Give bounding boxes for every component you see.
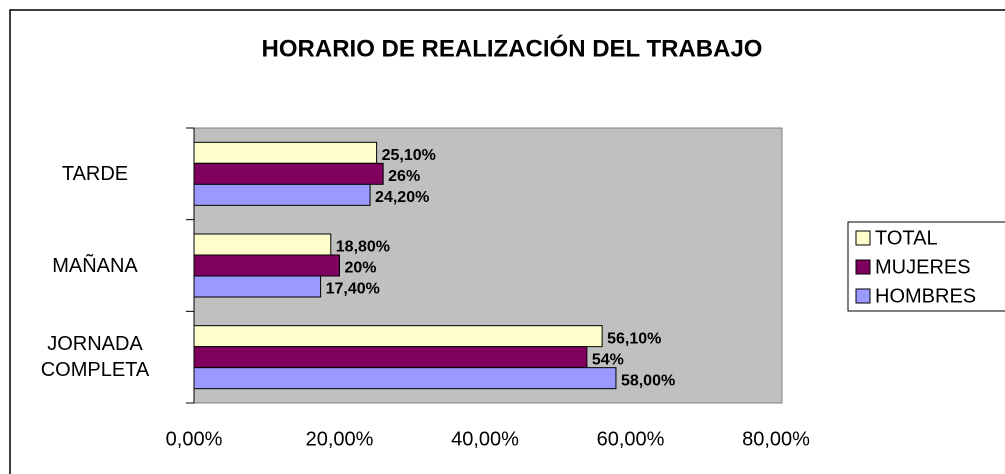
bar xyxy=(193,346,588,369)
data-label: 25,10% xyxy=(382,147,436,164)
data-label: 24,20% xyxy=(375,189,429,206)
data-label: 18,80% xyxy=(336,239,390,256)
x-tick-label: 60,00% xyxy=(597,428,665,450)
bar xyxy=(193,141,378,164)
x-tick-label: 20,00% xyxy=(306,428,374,450)
data-label: 20% xyxy=(345,260,377,277)
chart-title: HORARIO DE REALIZACIÓN DEL TRABAJO xyxy=(262,34,763,62)
bar xyxy=(193,162,384,185)
legend-label: MUJERES xyxy=(875,256,971,278)
legend-label: HOMBRES xyxy=(875,285,976,307)
legend-swatch xyxy=(855,288,871,304)
data-label: 58,00% xyxy=(621,372,675,389)
bar xyxy=(193,233,332,256)
legend-label: TOTAL xyxy=(875,227,938,249)
x-tick-label: 40,00% xyxy=(451,428,519,450)
x-tick-label: 0,00% xyxy=(166,428,223,450)
data-label: 56,10% xyxy=(607,330,661,347)
legend-box xyxy=(847,221,1005,312)
data-label: 26% xyxy=(388,168,420,185)
y-tick-label: TARDE xyxy=(61,162,129,185)
data-label: 17,40% xyxy=(326,281,380,298)
bar xyxy=(193,367,617,390)
bar xyxy=(193,325,603,348)
y-tick-label: MAÑANA xyxy=(52,254,138,277)
bar xyxy=(193,254,340,277)
bar xyxy=(193,183,371,206)
bar xyxy=(193,275,322,298)
data-label: 54% xyxy=(592,351,624,368)
legend-swatch xyxy=(855,259,871,275)
y-tick-label: JORNADA COMPLETA xyxy=(40,333,150,382)
legend-swatch xyxy=(855,230,871,246)
x-tick-label: 80,00% xyxy=(742,428,810,450)
